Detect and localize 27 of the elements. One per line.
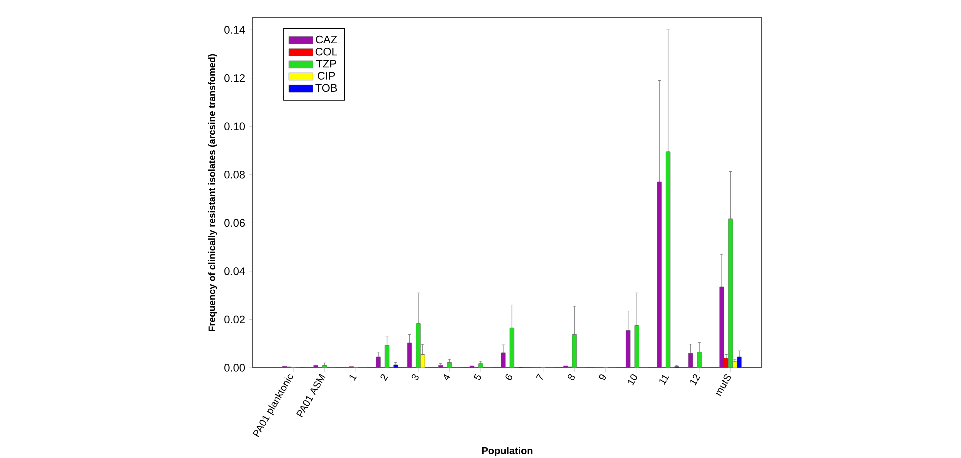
x-axis-title: Population: [482, 447, 533, 456]
x-tick-label: 3: [412, 374, 419, 381]
y-tick-label: 0.08: [224, 171, 246, 179]
y-tick-label: 0.04: [224, 268, 246, 276]
y-tick-label: 0.00: [224, 364, 246, 372]
x-tick-label: 11: [660, 375, 670, 386]
x-tick-label: 1: [350, 375, 358, 381]
x-tick-label: 10: [628, 374, 638, 386]
x-tick-label: 12: [690, 374, 701, 386]
legend-label: CAZ: [316, 36, 338, 44]
x-tick-label: 8: [568, 374, 575, 381]
y-tick-label: 0.12: [224, 74, 245, 82]
legend-label: COL: [316, 48, 338, 56]
legend-label: TOB: [316, 84, 338, 92]
y-tick-label: 0.10: [224, 122, 246, 130]
x-tick-label: 7: [536, 374, 544, 380]
legend-label: TZP: [316, 60, 336, 68]
x-tick-label: 4: [444, 374, 450, 381]
x-tick-label: 5: [474, 374, 482, 381]
y-axis-title: Frequency of clinically resistant isolates (arcsine transfomed): [208, 54, 218, 332]
y-tick-label: 0.06: [224, 219, 246, 228]
y-tick-label: 0.02: [224, 316, 245, 324]
y-tick-label: 0.14: [224, 26, 246, 34]
x-tick-label: 6: [506, 374, 512, 380]
x-tick-label: 2: [380, 374, 388, 382]
x-tick-label: 9: [599, 374, 606, 380]
legend-label: CIP: [318, 72, 336, 80]
